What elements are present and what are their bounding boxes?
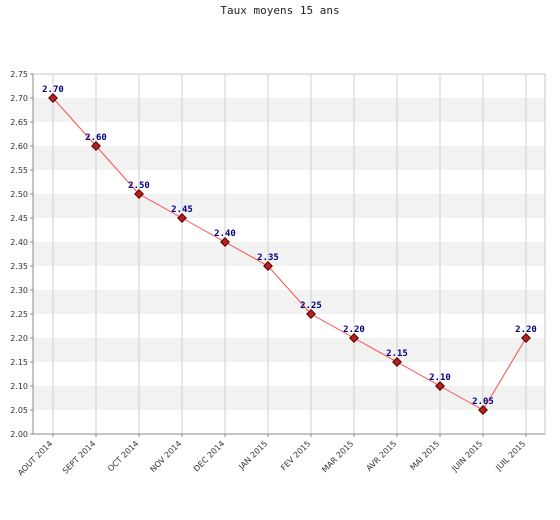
- data-point: [521, 333, 531, 343]
- x-tick-label: DEC 2014: [192, 439, 226, 473]
- y-tick-label: 2.10: [10, 382, 28, 391]
- x-tick-label: JUIL 2015: [494, 439, 528, 473]
- x-tick-label: FEV 2015: [279, 439, 312, 472]
- data-labels: 2.70 2.60 2.50 2.45 2.40 2.35 2.25 2.20 2.15 2.10…: [42, 85, 537, 407]
- band-7: [33, 242, 545, 266]
- y-tick-labels: 2.00 2.05 2.10 2.15 2.20 2.25 2.30 2.35 2.40 2.45…: [10, 70, 33, 439]
- y-tick-label: 2.25: [10, 310, 28, 319]
- y-tick-label: 2.70: [10, 94, 28, 103]
- data-points: [48, 93, 531, 415]
- x-tick-label: NOV 2014: [148, 439, 183, 474]
- y-tick-label: 2.30: [10, 286, 28, 295]
- vertical-gridlines: [52, 74, 527, 434]
- y-tick-label: 2.40: [10, 238, 28, 247]
- band-5: [33, 290, 545, 314]
- y-tick-label: 2.55: [10, 166, 28, 175]
- data-label: 2.15: [386, 349, 408, 359]
- data-label: 2.45: [171, 205, 193, 215]
- series-line: [52, 97, 527, 411]
- data-label: 2.60: [85, 133, 107, 143]
- data-point: [349, 333, 359, 343]
- band-11: [33, 146, 545, 170]
- series-line-group: [52, 97, 527, 411]
- data-point: [177, 213, 187, 223]
- data-point: [306, 309, 316, 319]
- y-tick-label: 2.35: [10, 262, 28, 271]
- data-point: [91, 141, 101, 151]
- data-label: 2.05: [472, 397, 494, 407]
- y-tick-label: 2.15: [10, 358, 28, 367]
- data-point: [392, 357, 402, 367]
- x-tick-label: OCT 2014: [106, 439, 140, 473]
- data-point: [478, 405, 488, 415]
- data-label: 2.20: [515, 325, 537, 335]
- x-tick-label: MAR 2015: [320, 439, 355, 474]
- y-tick-label: 2.65: [10, 118, 28, 127]
- x-tick-label: AOUT 2014: [16, 439, 54, 477]
- x-tick-label: MAI 2015: [408, 439, 441, 472]
- data-label: 2.70: [42, 85, 64, 95]
- axes: [32, 73, 546, 435]
- y-tick-label: 2.00: [10, 430, 28, 439]
- data-label: 2.25: [300, 301, 322, 311]
- data-point: [435, 381, 445, 391]
- band-3: [33, 338, 545, 362]
- y-tick-label: 2.05: [10, 406, 28, 415]
- background-bands: [33, 98, 545, 410]
- x-tick-label: SEPT 2014: [61, 439, 98, 476]
- y-tick-label: 2.20: [10, 334, 28, 343]
- y-tick-label: 2.60: [10, 142, 28, 151]
- band-13: [33, 98, 545, 122]
- x-tick-labels: AOUT 2014 SEPT 2014 OCT 2014 NOV 2014 DEC 20…: [16, 434, 527, 477]
- band-9: [33, 194, 545, 218]
- y-tick-label: 2.50: [10, 190, 28, 199]
- x-tick-label: JUIN 2015: [449, 439, 484, 474]
- data-label: 2.10: [429, 373, 451, 383]
- y-tick-label: 2.45: [10, 214, 28, 223]
- data-point: [220, 237, 230, 247]
- data-point: [48, 93, 58, 103]
- data-label: 2.40: [214, 229, 236, 239]
- y-tick-label: 2.75: [10, 70, 28, 79]
- data-label: 2.20: [343, 325, 365, 335]
- x-tick-label: JAN 2015: [236, 439, 269, 472]
- band-1: [33, 386, 545, 410]
- data-label: 2.35: [257, 253, 279, 263]
- data-label: 2.50: [128, 181, 150, 191]
- x-tick-label: AVR 2015: [365, 439, 399, 473]
- data-point: [263, 261, 273, 271]
- data-point: [134, 189, 144, 199]
- chart-title: Taux moyens 15 ans: [220, 4, 340, 17]
